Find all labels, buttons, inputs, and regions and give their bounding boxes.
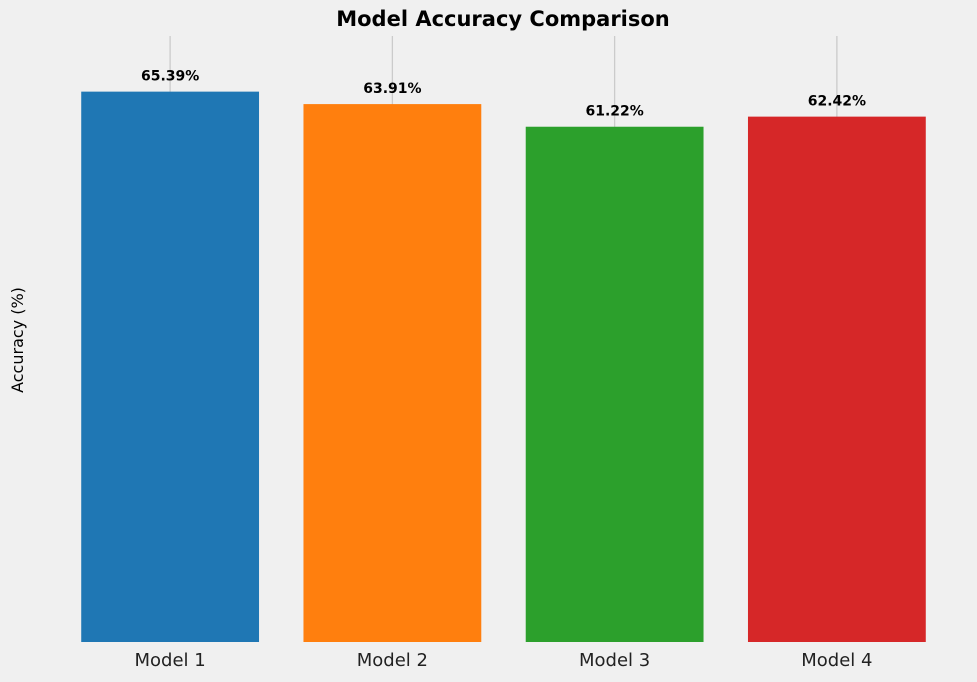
bar-model-2 <box>303 104 482 643</box>
data-labels: 65.39% 63.91% 61.22% 62.42% <box>141 69 866 120</box>
data-label: 63.91% <box>363 81 421 97</box>
x-tick-label: Model 4 <box>801 650 872 671</box>
y-axis-label: Accuracy (%) <box>8 287 27 393</box>
data-label: 62.42% <box>808 94 866 110</box>
x-tick-label: Model 3 <box>579 650 650 671</box>
bar-model-1 <box>81 91 260 643</box>
data-label: 61.22% <box>585 104 643 120</box>
x-tick-label: Model 2 <box>357 650 428 671</box>
bar-model-3 <box>525 126 704 642</box>
x-tick-labels: Model 1 Model 2 Model 3 Model 4 <box>135 650 873 671</box>
bars <box>81 91 926 643</box>
chart-title: Model Accuracy Comparison <box>336 7 670 31</box>
data-label: 65.39% <box>141 69 199 85</box>
x-tick-label: Model 1 <box>135 650 206 671</box>
bar-model-4 <box>747 116 926 643</box>
